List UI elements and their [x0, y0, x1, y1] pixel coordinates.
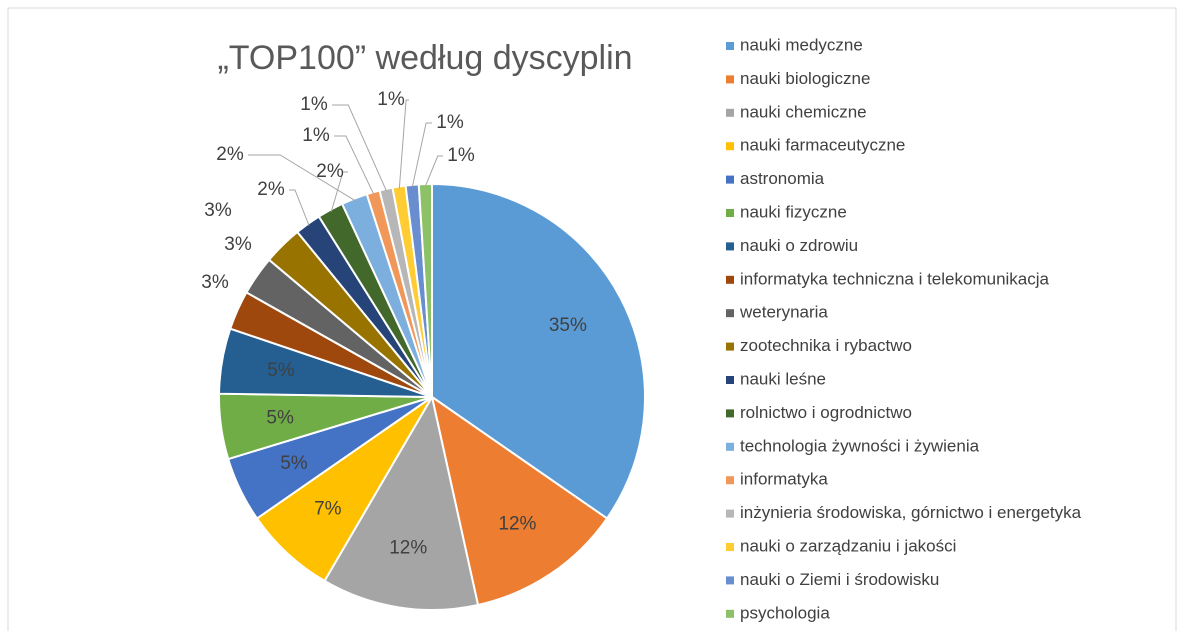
leader-line [411, 122, 432, 188]
legend-swatch [726, 75, 734, 84]
legend-label: nauki o Ziemi i środowisku [740, 570, 939, 589]
leader-line [398, 99, 409, 189]
legend-label: nauki biologiczne [740, 69, 870, 88]
pie-slice [323, 394, 480, 611]
data-label: 3% [201, 272, 229, 293]
data-label: 7% [314, 499, 342, 520]
legend-swatch [726, 142, 734, 151]
data-label: 3% [224, 234, 252, 255]
legend-swatch [726, 543, 734, 551]
legend-label: technologia żywności i żywienia [740, 436, 980, 455]
leader-line [289, 189, 310, 226]
legend-swatch [726, 309, 734, 318]
data-label: 12% [389, 538, 427, 559]
legend-label: astronomia [740, 169, 825, 188]
data-label: 2% [316, 161, 344, 182]
data-label: 35% [549, 315, 587, 336]
legend-label: inżynieria środowiska, górnictwo i energ… [740, 503, 1082, 522]
chart-title: „TOP100” według dyscyplin [217, 39, 632, 77]
leader-line [332, 104, 387, 192]
legend-swatch [726, 576, 734, 585]
leader-line [248, 154, 356, 201]
legend-label: nauki chemiczne [740, 102, 867, 121]
data-label: 3% [204, 200, 232, 221]
data-label: 12% [498, 513, 536, 534]
data-label: 5% [267, 360, 295, 381]
data-label: 1% [300, 94, 328, 115]
legend-label: weterynaria [739, 303, 828, 322]
legend-swatch [726, 209, 734, 217]
legend-swatch [726, 476, 734, 485]
data-label: 5% [280, 453, 308, 474]
pie-slice [417, 182, 433, 398]
legend-label: psychologia [740, 603, 830, 622]
data-label: 5% [266, 407, 294, 428]
data-label: 1% [447, 145, 475, 166]
legend-swatch [726, 509, 734, 518]
legend-label: informatyka techniczna i telekomunikacja [740, 269, 1050, 288]
data-label: 2% [257, 179, 285, 200]
leader-line [424, 155, 443, 187]
legend-label: informatyka [740, 470, 828, 489]
data-label: 1% [302, 125, 330, 146]
legend-swatch [726, 609, 734, 618]
legend-swatch [726, 242, 734, 251]
data-label: 2% [216, 144, 244, 165]
legend-label: nauki o zarządzaniu i jakości [740, 536, 956, 555]
legend-swatch [726, 108, 734, 117]
leader-line [330, 171, 348, 212]
data-label: 1% [436, 112, 464, 133]
legend-swatch [726, 175, 734, 184]
legend-label: nauki leśne [740, 369, 826, 388]
legend-label: nauki fizyczne [740, 202, 847, 221]
legend-label: nauki o zdrowiu [740, 236, 858, 255]
legend-swatch [726, 442, 734, 451]
legend-label: nauki medyczne [740, 35, 863, 54]
legend-swatch [726, 42, 734, 50]
legend-label: zootechnika i rybactwo [740, 336, 912, 355]
data-label: 1% [377, 89, 405, 110]
legend-swatch [726, 376, 734, 384]
legend-swatch [726, 342, 734, 351]
legend-label: nauki farmaceutyczne [740, 136, 905, 155]
legend-swatch [726, 275, 734, 284]
pie-slice [430, 394, 609, 607]
legend-swatch [726, 409, 734, 418]
legend-label: rolnictwo i ogrodnictwo [740, 403, 912, 422]
pie-slice [431, 182, 646, 520]
leader-line [334, 135, 375, 195]
